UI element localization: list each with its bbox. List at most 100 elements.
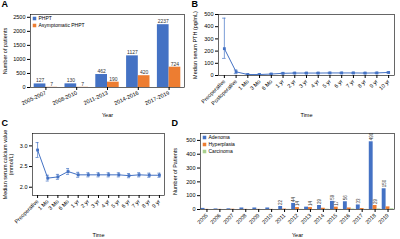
svg-text:2006: 2006 — [209, 212, 222, 225]
svg-text:127: 127 — [36, 77, 45, 83]
svg-text:2500: 2500 — [13, 14, 25, 20]
svg-text:6 Mo: 6 Mo — [260, 78, 273, 91]
svg-text:C: C — [2, 119, 9, 128]
svg-text:4 yr: 4 yr — [100, 198, 111, 209]
svg-text:Time: Time — [300, 112, 312, 118]
svg-text:1000: 1000 — [13, 56, 25, 62]
svg-text:2017-2019: 2017-2019 — [144, 90, 170, 107]
svg-text:2005: 2005 — [196, 212, 209, 225]
svg-text:300: 300 — [204, 36, 213, 42]
svg-text:29: 29 — [373, 198, 378, 204]
svg-text:2011: 2011 — [274, 212, 287, 225]
svg-text:D: D — [172, 119, 179, 128]
svg-text:14: 14 — [295, 201, 300, 207]
svg-text:2007: 2007 — [222, 212, 235, 225]
svg-text:Preoperative: Preoperative — [13, 198, 39, 224]
svg-text:9 yr: 9 yr — [151, 198, 162, 209]
svg-text:2014: 2014 — [312, 212, 325, 225]
svg-text:3 Mo: 3 Mo — [249, 78, 262, 91]
svg-text:2 yr: 2 yr — [80, 198, 91, 209]
svg-text:22: 22 — [278, 199, 283, 205]
svg-text:2012: 2012 — [287, 212, 300, 225]
svg-text:1 yr: 1 yr — [69, 198, 80, 209]
svg-text:7: 7 — [81, 81, 84, 87]
svg-text:59: 59 — [330, 194, 335, 200]
svg-text:200: 200 — [204, 48, 213, 54]
svg-text:3 yr: 3 yr — [298, 78, 309, 89]
svg-text:6 yr: 6 yr — [120, 198, 131, 209]
svg-text:400: 400 — [186, 151, 195, 157]
svg-text:100: 100 — [186, 192, 195, 198]
svg-text:0: 0 — [210, 72, 213, 78]
svg-text:5 yr: 5 yr — [321, 78, 332, 89]
svg-text:7 yr: 7 yr — [345, 78, 356, 89]
svg-text:2010: 2010 — [261, 212, 274, 225]
svg-text:B: B — [192, 0, 199, 9]
svg-text:14: 14 — [308, 201, 313, 207]
svg-text:2008-2010: 2008-2010 — [51, 90, 77, 107]
svg-text:8 yr: 8 yr — [140, 198, 151, 209]
svg-text:Adenoma: Adenoma — [209, 134, 231, 140]
svg-text:2019: 2019 — [377, 212, 390, 225]
svg-text:5 yr: 5 yr — [110, 198, 121, 209]
svg-text:150: 150 — [382, 179, 387, 187]
svg-text:33: 33 — [356, 198, 361, 204]
svg-text:17: 17 — [334, 200, 339, 206]
svg-text:Postoperative: Postoperative — [210, 78, 238, 106]
svg-text:Median serum PTH (pg/mL): Median serum PTH (pg/mL) — [192, 11, 198, 79]
svg-text:1127: 1127 — [127, 49, 138, 55]
svg-text:Asymptomatic PHPT: Asymptomatic PHPT — [39, 22, 85, 28]
svg-text:1 Mo: 1 Mo — [237, 78, 250, 91]
svg-text:3 yr: 3 yr — [90, 198, 101, 209]
svg-text:Number of Patients: Number of Patients — [172, 148, 178, 195]
svg-text:190: 190 — [109, 76, 118, 82]
svg-text:2.0: 2.0 — [20, 184, 28, 190]
svg-text:300: 300 — [186, 165, 195, 171]
svg-text:130: 130 — [67, 77, 76, 83]
svg-text:Year: Year — [292, 232, 303, 238]
svg-text:PHPT: PHPT — [39, 15, 52, 21]
svg-text:420: 420 — [140, 69, 149, 75]
svg-text:6 yr: 6 yr — [333, 78, 344, 89]
svg-text:2009: 2009 — [248, 212, 261, 225]
svg-text:4 yr: 4 yr — [309, 78, 320, 89]
svg-text:2017: 2017 — [351, 212, 364, 225]
svg-text:1500: 1500 — [13, 42, 25, 48]
svg-text:2013: 2013 — [299, 212, 312, 225]
svg-text:Time: Time — [92, 232, 104, 238]
svg-text:2011-2013: 2011-2013 — [83, 90, 109, 106]
svg-text:8 yr: 8 yr — [356, 78, 367, 89]
svg-text:500: 500 — [204, 11, 213, 17]
svg-text:3.0: 3.0 — [20, 143, 28, 149]
svg-text:Hyperplasia: Hyperplasia — [209, 141, 236, 147]
svg-text:0: 0 — [22, 84, 25, 90]
svg-text:400: 400 — [204, 23, 213, 29]
svg-text:200: 200 — [186, 179, 195, 185]
svg-text:2014-2016: 2014-2016 — [113, 90, 139, 107]
svg-text:7: 7 — [50, 81, 53, 87]
svg-text:724: 724 — [171, 61, 180, 67]
svg-text:29: 29 — [317, 198, 322, 204]
svg-text:1 yr: 1 yr — [274, 78, 285, 89]
svg-text:Median serum calcium value(mmo: Median serum calcium value(mmol/L) — [2, 130, 13, 200]
svg-text:10 yr: 10 yr — [378, 78, 391, 91]
svg-text:500: 500 — [16, 70, 25, 76]
svg-text:56: 56 — [343, 195, 348, 201]
svg-text:2008: 2008 — [235, 212, 248, 225]
svg-text:100: 100 — [204, 60, 213, 66]
svg-text:Carcinoma: Carcinoma — [209, 148, 233, 154]
svg-text:2005-2007: 2005-2007 — [21, 90, 47, 107]
svg-text:2.5: 2.5 — [20, 163, 28, 169]
svg-text:7 yr: 7 yr — [130, 198, 141, 209]
svg-text:2237: 2237 — [158, 18, 169, 24]
svg-text:Number of patients: Number of patients — [2, 28, 8, 75]
svg-text:A: A — [2, 0, 9, 9]
svg-text:0: 0 — [192, 206, 195, 212]
svg-text:462: 462 — [97, 68, 106, 74]
svg-text:2015: 2015 — [325, 212, 338, 225]
svg-text:2 yr: 2 yr — [286, 78, 297, 89]
svg-text:500: 500 — [186, 137, 195, 143]
svg-text:2016: 2016 — [338, 212, 351, 225]
svg-text:Year: Year — [102, 112, 113, 118]
svg-text:2018: 2018 — [364, 212, 377, 225]
